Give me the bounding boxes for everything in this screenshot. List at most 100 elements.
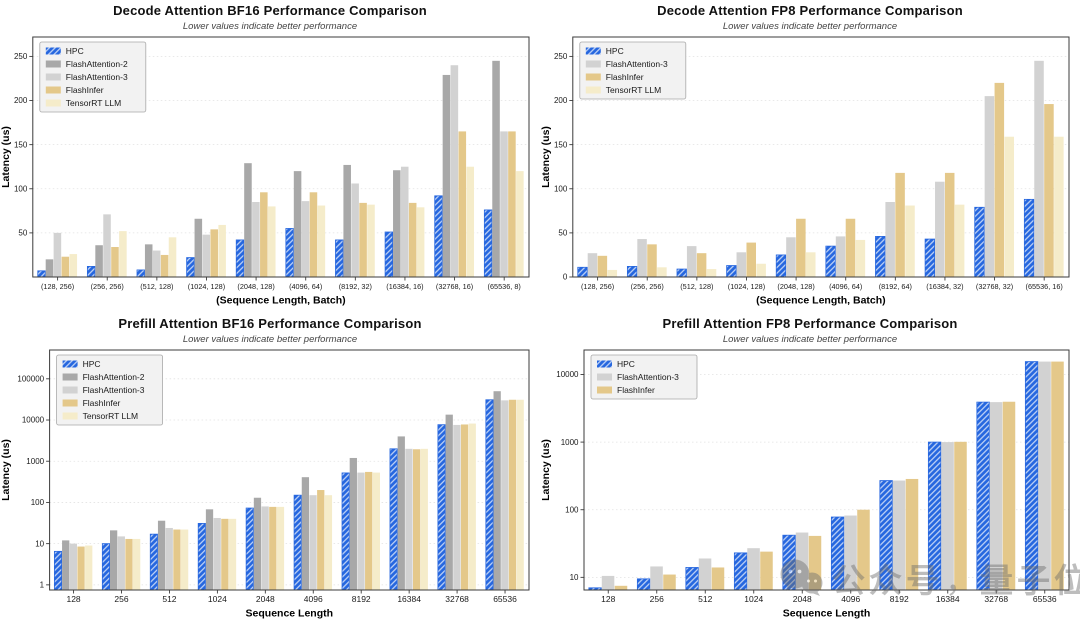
legend-label: TensorRT LLM <box>606 85 661 95</box>
bar-hpc <box>484 209 492 277</box>
legend-swatch-flashinfer <box>62 399 78 407</box>
bar-hpc <box>186 257 195 277</box>
bar-flashattention-3 <box>747 548 760 590</box>
bar-hpc <box>385 232 393 277</box>
bar-flashattention-3 <box>984 96 995 277</box>
y-tick-label: 50 <box>558 229 567 238</box>
bar-tensorrt-llm <box>416 207 425 277</box>
bar-flashattention-3 <box>637 239 647 277</box>
bar-flashinfer <box>173 529 181 590</box>
bar-hpc <box>137 269 145 277</box>
panel-decode-bf16: Decode Attention BF16 Performance Compar… <box>0 0 540 313</box>
bar-hpc <box>734 552 747 590</box>
legend-swatch-flashinfer <box>597 386 612 394</box>
bar-flashattention-2 <box>45 259 54 277</box>
legend-label: HPC <box>66 46 84 56</box>
x-tick-label: 512 <box>698 594 712 604</box>
bar-tensorrt-llm <box>228 518 237 590</box>
bar-tensorrt-llm <box>180 529 189 590</box>
x-tick-label: 16384 <box>936 594 960 604</box>
bar-flashattention-3 <box>261 506 269 590</box>
bar-tensorrt-llm <box>905 205 915 277</box>
x-tick-label: 32768 <box>984 594 1008 604</box>
legend-label: HPC <box>83 359 101 369</box>
y-tick-label: 1000 <box>26 457 44 466</box>
plot-border <box>32 36 530 278</box>
bar-tensorrt-llm <box>466 166 475 277</box>
legend-swatch-hpc <box>597 360 612 368</box>
legend-swatch-tensorrt-llm <box>585 86 601 94</box>
legend-swatch-flashattention-3 <box>585 60 601 68</box>
bar-hpc <box>677 269 687 277</box>
bar-hpc <box>54 551 62 590</box>
y-axis-label: Latency (us) <box>0 439 12 501</box>
bar-flashattention-3 <box>309 495 317 590</box>
y-tick-label: 0 <box>563 273 568 282</box>
x-tick-label: (128, 256) <box>41 282 74 291</box>
bar-tensorrt-llm <box>954 204 965 277</box>
x-tick-label: 65536 <box>1033 594 1057 604</box>
x-tick-label: 128 <box>66 594 80 604</box>
bar-tensorrt-llm <box>218 224 226 277</box>
y-tick-label: 100000 <box>17 375 44 384</box>
bar-tensorrt-llm <box>806 252 816 277</box>
chart-title: Decode Attention FP8 Performance Compari… <box>657 3 963 18</box>
bar-tensorrt-llm <box>420 448 428 590</box>
bar-tensorrt-llm <box>756 263 766 277</box>
bar-flashinfer <box>1051 361 1064 590</box>
y-tick-label: 1 <box>40 581 45 590</box>
panel-decode-fp8: Decode Attention FP8 Performance Compari… <box>540 0 1080 313</box>
bar-flashinfer <box>309 192 318 277</box>
chart-subtitle: Lower values indicate better performance <box>722 334 898 345</box>
bar-hpc <box>577 267 588 277</box>
bar-flashattention-3 <box>252 202 260 277</box>
bar-tensorrt-llm <box>1004 136 1015 277</box>
bar-flashattention-3 <box>989 402 1003 590</box>
bar-hpc <box>389 448 398 590</box>
x-axis-label: (Sequence Length, Batch) <box>216 295 346 307</box>
y-tick-label: 10 <box>570 573 579 582</box>
x-tick-label: 4096 <box>841 594 860 604</box>
x-axis-label: Sequence Length <box>246 608 334 620</box>
x-tick-label: (16384, 32) <box>926 282 963 291</box>
x-tick-label: (16384, 16) <box>386 282 423 291</box>
chart-title: Prefill Attention BF16 Performance Compa… <box>118 316 422 331</box>
y-tick-label: 100 <box>14 184 28 193</box>
y-tick-label: 10000 <box>556 370 579 379</box>
x-tick-label: (1024, 128) <box>728 282 765 291</box>
bar-flashinfer <box>711 567 725 590</box>
bar-flashattention-2 <box>95 245 103 277</box>
bar-hpc <box>776 254 786 277</box>
bar-flashinfer <box>808 535 822 590</box>
bar-tensorrt-llm <box>468 423 476 590</box>
y-tick-label: 50 <box>18 229 27 238</box>
legend-box <box>56 354 163 426</box>
bar-flashinfer <box>221 518 229 590</box>
bar-flashinfer <box>994 82 1005 277</box>
chart-title: Decode Attention BF16 Performance Compar… <box>113 3 427 18</box>
y-tick-label: 200 <box>14 96 28 105</box>
legend-swatch-flashattention-2 <box>62 373 78 381</box>
x-tick-label: (8192, 64) <box>879 282 912 291</box>
x-axis-label: Sequence Length <box>783 608 871 620</box>
bar-flashinfer <box>857 509 870 590</box>
y-tick-label: 200 <box>554 96 568 105</box>
bar-hpc <box>637 578 650 590</box>
bar-tensorrt-llm <box>276 506 285 590</box>
bar-hpc <box>831 517 844 590</box>
bar-flashattention-3 <box>400 166 409 277</box>
bar-flashattention-2 <box>393 170 401 277</box>
bar-flashinfer <box>663 574 676 590</box>
bar-tensorrt-llm <box>119 231 127 277</box>
bar-flashinfer <box>614 585 628 590</box>
bar-flashattention-2 <box>397 436 405 590</box>
bar-flashattention-2 <box>194 218 203 277</box>
bar-tensorrt-llm <box>706 269 717 277</box>
x-tick-label: (256, 256) <box>631 282 664 291</box>
legend-box <box>39 41 147 113</box>
bar-tensorrt-llm <box>855 239 866 277</box>
bar-flashattention-3 <box>686 246 697 277</box>
y-tick-label: 1000 <box>561 438 579 447</box>
prefill-bf16-chart: 1 10 100 1000 10000 100000 128 256 512 1024 2048 40… <box>0 349 530 620</box>
legend-label: FlashInfer <box>617 385 655 395</box>
